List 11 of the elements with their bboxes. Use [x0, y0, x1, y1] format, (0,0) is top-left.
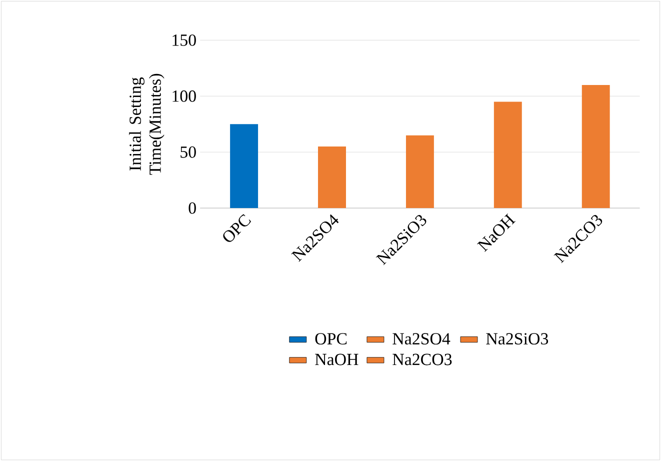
legend-label: NaOH: [315, 354, 358, 366]
legend-label: Na2SiO3: [486, 333, 548, 344]
y-tick-label: 150: [172, 34, 196, 46]
legend-label: Na2CO3: [392, 354, 452, 366]
x-tick-label: OPC: [223, 214, 252, 242]
y-tick-label: 50: [180, 146, 196, 158]
y-tick-label: 100: [172, 90, 196, 102]
legend-label: OPC: [315, 333, 347, 344]
y-axis-title: Initial Setting Time(Minutes): [129, 74, 164, 175]
legend-label: Na2SO4: [392, 333, 450, 344]
y-tick-label: 0: [188, 202, 196, 214]
